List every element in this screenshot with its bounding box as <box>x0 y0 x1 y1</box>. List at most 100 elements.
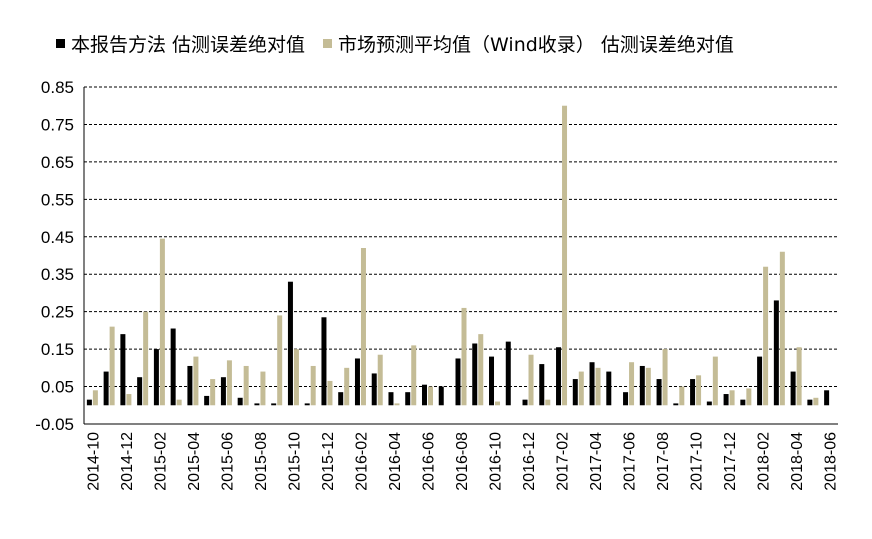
bar-series-2 <box>344 367 350 406</box>
x-tick-label: 2016-12 <box>521 432 538 491</box>
bar-series-1 <box>455 358 461 406</box>
y-tick-label: 0.85 <box>41 78 74 97</box>
bar-series-2 <box>243 365 249 406</box>
legend-swatch-series-2 <box>323 39 333 48</box>
bar-series-2 <box>277 315 283 406</box>
bar-series-2 <box>260 371 266 406</box>
bar-series-2 <box>193 356 199 406</box>
bar-series-2 <box>813 397 819 406</box>
bar-series-2 <box>696 375 702 406</box>
x-tick-label: 2018-02 <box>756 432 773 491</box>
y-tick-label: 0.05 <box>41 378 74 397</box>
bar-series-1 <box>388 392 394 406</box>
bar-series-1 <box>723 394 729 406</box>
bar-series-2 <box>746 388 752 406</box>
bar-series-1 <box>271 403 277 406</box>
x-tick-label: 2016-10 <box>488 432 505 491</box>
bar-series-1 <box>773 300 779 406</box>
bar-series-2 <box>662 349 668 406</box>
bar-series-1 <box>472 343 478 406</box>
bar-series-1 <box>237 397 243 406</box>
bar-series-2 <box>629 362 635 406</box>
x-tick-label: 2015-12 <box>320 432 337 491</box>
bar-series-1 <box>740 399 746 406</box>
x-tick-label: 2014-12 <box>119 432 136 491</box>
bar-series-1 <box>321 317 327 406</box>
bar-series-1 <box>656 379 662 406</box>
bar-series-2 <box>545 399 551 406</box>
bar-series-2 <box>327 380 333 406</box>
bar-series-1 <box>304 403 310 406</box>
bar-series-1 <box>572 379 578 406</box>
bar-series-1 <box>371 373 377 406</box>
bar-series-2 <box>310 365 316 406</box>
x-tick-label: 2016-04 <box>387 432 404 491</box>
bar-series-2 <box>528 354 534 406</box>
bar-series-1 <box>673 403 679 406</box>
x-tick-label: 2015-08 <box>253 432 270 491</box>
bar-series-1 <box>287 281 293 406</box>
bar-series-1 <box>690 379 696 406</box>
bar-series-2 <box>562 105 568 406</box>
y-tick-label: 0.35 <box>41 265 74 284</box>
x-tick-label: 2017-10 <box>689 432 706 491</box>
bar-series-2 <box>176 399 182 406</box>
x-tick-label: 2015-10 <box>286 432 303 491</box>
bar-series-1 <box>137 377 143 406</box>
chart-legend: 本报告方法 估测误差绝对值 市场预测平均值（Wind收录） 估测误差绝对值 <box>56 30 752 57</box>
bar-series-1 <box>824 390 830 406</box>
bar-series-1 <box>489 356 495 406</box>
bar-series-1 <box>505 341 511 406</box>
x-tick-label: 2018-04 <box>789 432 806 491</box>
bar-series-2 <box>394 403 400 406</box>
bar-series-2 <box>226 360 232 406</box>
legend-item-series-2: 市场预测平均值（Wind收录） 估测误差绝对值 <box>323 30 734 57</box>
x-tick-label: 2017-06 <box>622 432 639 491</box>
bar-series-1 <box>589 362 595 406</box>
bar-series-2 <box>578 371 584 406</box>
bar-series-1 <box>706 401 712 406</box>
bar-series-1 <box>790 371 796 406</box>
bar-series-1 <box>120 334 126 406</box>
bar-series-1 <box>220 377 226 406</box>
bar-series-2 <box>210 379 216 406</box>
bar-series-1 <box>421 384 427 406</box>
y-tick-label: 0.65 <box>41 153 74 172</box>
bar-series-1 <box>354 358 360 406</box>
x-tick-label: 2017-12 <box>722 432 739 491</box>
bar-series-1 <box>338 392 344 406</box>
bar-series-1 <box>807 399 813 406</box>
bar-series-2 <box>645 367 651 406</box>
x-tick-label: 2017-04 <box>588 432 605 491</box>
x-tick-label: 2016-08 <box>454 432 471 491</box>
legend-item-series-1: 本报告方法 估测误差绝对值 <box>56 30 305 57</box>
bar-series-1 <box>606 371 612 406</box>
y-tick-label: -0.05 <box>35 415 74 434</box>
bar-series-2 <box>411 345 417 406</box>
x-tick-label: 2015-06 <box>219 432 236 491</box>
bar-series-2 <box>779 251 785 406</box>
y-tick-label: 0.25 <box>41 303 74 322</box>
legend-swatch-series-1 <box>56 39 65 48</box>
bar-series-2 <box>729 390 735 406</box>
bar-series-1 <box>86 399 92 406</box>
bar-series-2 <box>712 356 718 406</box>
bar-series-2 <box>679 386 685 406</box>
x-tick-label: 2018-06 <box>823 432 840 491</box>
bar-series-1 <box>187 365 193 406</box>
x-tick-label: 2015-04 <box>186 432 203 491</box>
bar-series-1 <box>103 371 109 406</box>
y-tick-label: 0.45 <box>41 228 74 247</box>
x-tick-label: 2017-08 <box>655 432 672 491</box>
bar-series-1 <box>153 349 159 406</box>
bar-series-2 <box>159 238 165 406</box>
x-tick-label: 2015-02 <box>152 432 169 491</box>
bar-series-2 <box>495 401 501 406</box>
legend-label-series-2: 市场预测平均值（Wind收录） 估测误差绝对值 <box>338 34 734 56</box>
bar-series-1 <box>757 356 763 406</box>
bar-series-1 <box>522 399 528 406</box>
bar-series-1 <box>438 386 444 406</box>
bar-series-1 <box>170 328 176 406</box>
bar-series-2 <box>796 347 802 406</box>
